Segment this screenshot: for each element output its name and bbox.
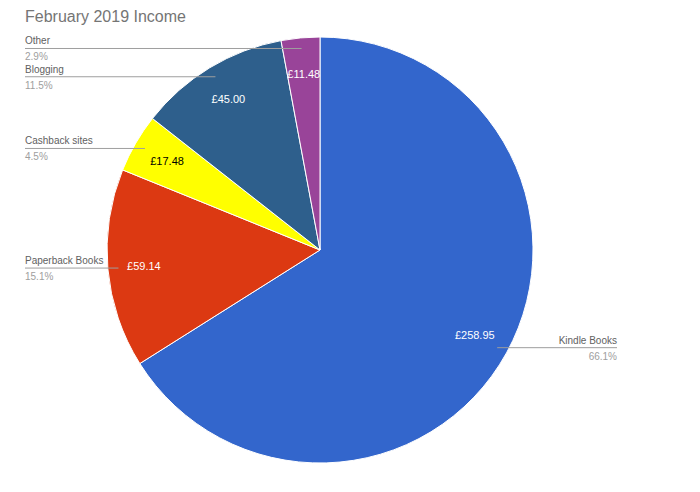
svg-text:Blogging: Blogging xyxy=(25,64,64,75)
svg-text:Paperback Books: Paperback Books xyxy=(25,255,103,266)
svg-text:Other: Other xyxy=(25,35,51,46)
svg-text:Cashback sites: Cashback sites xyxy=(25,135,93,146)
svg-text:£258.95: £258.95 xyxy=(455,329,495,341)
svg-text:66.1%: 66.1% xyxy=(589,351,617,362)
svg-text:4.5%: 4.5% xyxy=(25,151,48,162)
svg-text:11.5%: 11.5% xyxy=(25,80,53,91)
svg-text:2.9%: 2.9% xyxy=(25,51,48,62)
svg-text:15.1%: 15.1% xyxy=(25,271,53,282)
html-text:February 2019 Income: February 2019 Income xyxy=(25,8,186,25)
svg-text:£45.00: £45.00 xyxy=(212,93,246,105)
svg-text:Kindle Books: Kindle Books xyxy=(559,335,617,346)
svg-text:£11.48: £11.48 xyxy=(287,68,320,80)
svg-text:£17.48: £17.48 xyxy=(150,155,184,167)
svg-text:£59.14: £59.14 xyxy=(127,260,161,272)
